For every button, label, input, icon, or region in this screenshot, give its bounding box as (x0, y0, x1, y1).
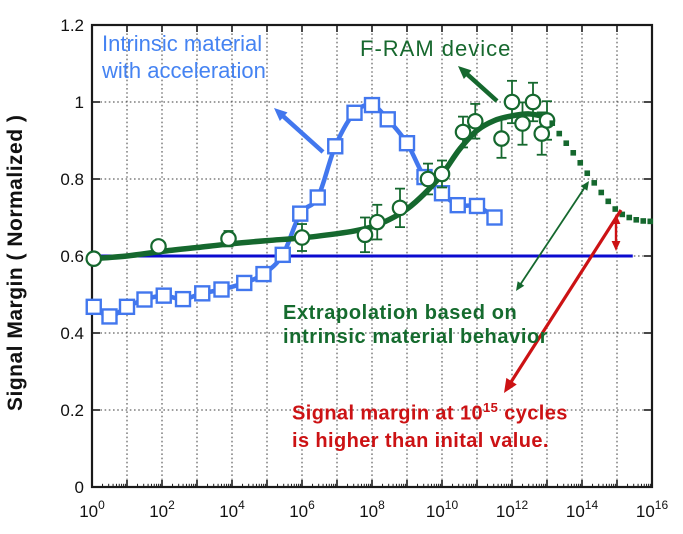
square-marker (363, 96, 381, 114)
annotation-extrapolation: Extrapolation based on intrinsic materia… (283, 301, 548, 349)
square-marker (486, 209, 503, 226)
square-marker (174, 290, 192, 308)
extrapolation-dot (626, 214, 633, 221)
square-marker (118, 298, 136, 316)
extrapolation-dots (549, 120, 654, 225)
annotation-intrinsic-line2: with acceleration (102, 58, 266, 83)
annotation-intrinsic-line1: Intrinsic material (102, 31, 263, 56)
x-tick-label: 1010 (426, 498, 459, 521)
annotation-fram-text: F-RAM device (360, 36, 512, 61)
annotation-arrows (274, 66, 623, 393)
circle-marker (433, 165, 451, 183)
extrapolation-dot (556, 130, 563, 137)
extrapolation-dot (549, 120, 556, 126)
square-marker (236, 274, 253, 292)
x-tick-label: 1012 (496, 498, 529, 521)
square-marker (101, 308, 118, 325)
extrapolation-dot (612, 206, 619, 212)
circle-marker (391, 199, 409, 217)
circle-marker (503, 93, 521, 111)
annotation-intrinsic-material: Intrinsic material with acceleration (102, 30, 266, 84)
circle-marker (466, 112, 484, 130)
annotation-extrapolation-line2: intrinsic material behavior (283, 326, 549, 348)
y-tick-label: 1.2 (60, 16, 84, 35)
tick-labels: 0 0.2 0.4 0.6 0.8 1 1.2 100 102 104 106 108 1010 1012… (60, 16, 668, 521)
x-tick-label: 100 (79, 498, 105, 521)
extrapolation-dot (633, 217, 640, 223)
square-marker (194, 285, 211, 302)
square-marker (346, 104, 363, 121)
square-marker (255, 265, 272, 283)
square-marker (449, 196, 466, 214)
circle-marker (220, 230, 237, 247)
y-tick-label: 0.2 (60, 401, 84, 420)
x-tick-label: 1016 (636, 498, 669, 521)
circle-marker (293, 229, 311, 246)
x-tick-label: 106 (289, 498, 315, 521)
square-marker (155, 287, 172, 304)
extrapolation-dot (598, 189, 605, 196)
square-marker (136, 291, 153, 308)
circle-marker (150, 238, 167, 255)
y-tick-label: 1 (75, 93, 84, 112)
square-marker (274, 246, 291, 264)
square-marker (398, 134, 416, 152)
y-axis-title-text: Signal Margin ( Normalized ) (4, 114, 27, 412)
annotation-fram-device: F-RAM device (360, 36, 511, 62)
circle-marker (85, 250, 103, 267)
extrapolation-dot (647, 218, 654, 225)
y-axis-title: Signal Margin ( Normalized ) (4, 88, 34, 438)
x-tick-label: 1014 (566, 498, 599, 521)
annotation-signal-margin: Signal margin at 1015 cycles is higher t… (292, 394, 568, 455)
square-marker (292, 205, 309, 222)
extrapolation-dot (577, 160, 584, 166)
circle-marker (454, 123, 472, 141)
extrapolation-dot (640, 218, 647, 224)
circle-marker (419, 170, 437, 188)
square-marker (379, 111, 396, 128)
circle-marker (368, 213, 386, 231)
extrapolation-dot (570, 150, 577, 156)
series-fram-device (85, 79, 556, 267)
circle-marker (514, 115, 531, 132)
circle-marker (493, 130, 510, 147)
extrapolation-dot (563, 140, 570, 146)
extrapolation-dot (619, 211, 626, 218)
square-marker (309, 189, 326, 206)
annotation-signal-margin-line1: Signal margin at 1015 cycles (292, 400, 568, 425)
x-tick-label: 108 (359, 498, 385, 521)
extrapolation-dot (591, 180, 598, 186)
y-tick-label: 0 (75, 478, 84, 497)
y-tick-label: 0.4 (60, 324, 84, 343)
square-marker (213, 281, 230, 298)
y-tick-label: 0.8 (60, 170, 84, 189)
square-marker (85, 298, 102, 316)
annotation-signal-margin-line2: is higher than inital value. (292, 429, 549, 452)
extrapolation-dot (605, 198, 612, 205)
annotation-extrapolation-line1: Extrapolation based on (283, 302, 518, 324)
extrapolation-dot (584, 170, 591, 177)
circle-marker (524, 93, 542, 111)
exponent-15: 15 (483, 400, 499, 415)
series-intrinsic-material (85, 96, 503, 325)
square-marker (327, 138, 344, 155)
axis-ticks (92, 24, 652, 488)
square-marker (468, 197, 486, 215)
y-tick-label: 0.6 (60, 247, 84, 266)
x-tick-label: 102 (149, 498, 175, 521)
circle-marker (356, 226, 374, 244)
x-tick-label: 104 (219, 498, 245, 521)
